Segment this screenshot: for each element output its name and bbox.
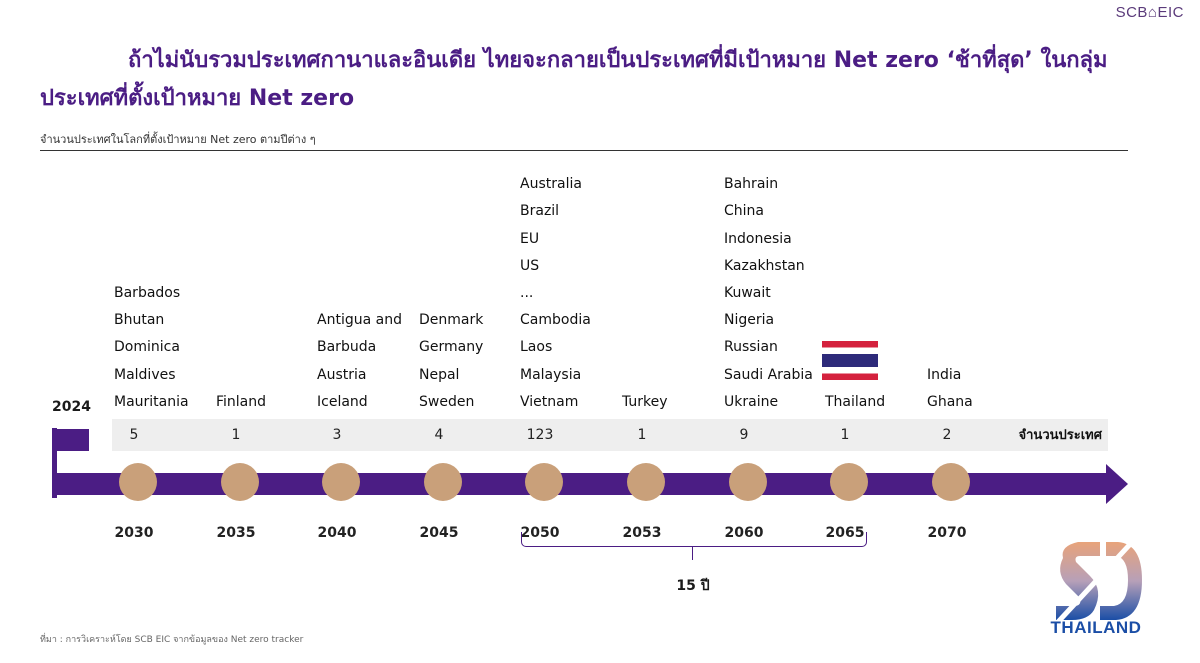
country-label: Russian (724, 339, 778, 356)
country-label: Ghana (927, 393, 973, 410)
logo-text: THAILAND (1050, 618, 1142, 637)
count-caption: จำนวนประเทศ (1018, 428, 1102, 443)
country-label: Cambodia (520, 312, 591, 329)
year-label-2053: 2053 (622, 525, 662, 541)
country-label: Turkey (622, 393, 668, 410)
count-label-2050: 123 (526, 427, 554, 443)
year-label-2030: 2030 (114, 525, 154, 541)
country-label: Sweden (419, 393, 475, 410)
country-label: Vietnam (520, 393, 579, 410)
country-label: Barbuda (317, 339, 377, 356)
country-label: Mauritania (114, 393, 189, 410)
year-label-2035: 2035 (216, 525, 256, 541)
country-label: Barbados (114, 285, 181, 301)
count-label-2030: 5 (129, 427, 139, 443)
country-label: Denmark (419, 312, 484, 329)
year-label-2065: 2065 (825, 525, 865, 541)
count-label-2065: 1 (840, 427, 850, 443)
country-label: Dominica (114, 339, 180, 356)
year-label-2070: 2070 (927, 525, 967, 541)
span-label: 15 ปี (676, 578, 710, 594)
year-label-2060: 2060 (724, 525, 764, 541)
country-label: Saudi Arabia (724, 366, 813, 383)
start-year-label: 2024 (52, 399, 91, 415)
country-label: Germany (419, 339, 484, 356)
milestone-dot-2040 (322, 463, 360, 501)
milestone-dot-2053 (627, 463, 665, 501)
country-label: China (724, 203, 764, 220)
year-label-2045: 2045 (419, 525, 459, 541)
count-label-2070: 2 (942, 427, 952, 443)
milestone-dot-2035 (221, 463, 259, 501)
country-label: EU (520, 230, 540, 247)
country-label: Antigua and (317, 312, 402, 329)
country-label: Iceland (317, 393, 368, 410)
milestone-dot-2045 (424, 463, 462, 501)
milestone-dot-2060 (729, 463, 767, 501)
thailand-flag (822, 341, 878, 380)
country-label: Kuwait (724, 285, 771, 301)
span-bracket (521, 532, 867, 547)
country-label: Kazakhstan (724, 257, 805, 274)
count-band (112, 419, 1108, 451)
count-label-2053: 1 (637, 427, 647, 443)
country-label: Bahrain (724, 176, 779, 193)
brand-logo-text: SCB⌂EIC (1115, 4, 1184, 21)
country-label: Nepal (419, 366, 460, 383)
country-label: Bhutan (114, 312, 165, 329)
page-title: ถ้าไม่นับรวมประเทศกานาและอินเดีย ไทยจะกล… (40, 48, 1108, 111)
sd-thailand-logo (1049, 534, 1142, 626)
milestone-dot-2050 (525, 463, 563, 501)
milestone-dot-2065 (830, 463, 868, 501)
country-label: Ukraine (724, 393, 779, 410)
country-label: Australia (520, 176, 582, 193)
chart-title: จำนวนประเทศในโลกที่ตั้งเป้าหมาย Net zero… (40, 133, 316, 146)
country-label: US (520, 257, 540, 274)
count-label-2035: 1 (231, 427, 241, 443)
span-bracket-tick (692, 546, 693, 560)
country-label: Finland (216, 393, 267, 410)
count-label-2045: 4 (434, 427, 444, 443)
country-label: Nigeria (724, 312, 775, 329)
country-label: Maldives (114, 366, 176, 383)
count-label-2040: 3 (332, 427, 342, 443)
year-label-2050: 2050 (520, 525, 560, 541)
country-label: Laos (520, 339, 553, 356)
timeline-arrow-icon (1106, 464, 1128, 504)
milestone-dot-2030 (119, 463, 157, 501)
country-label: Indonesia (724, 230, 792, 247)
count-label-2060: 9 (739, 427, 749, 443)
country-label: Austria (317, 366, 367, 383)
milestone-dot-2070 (932, 463, 970, 501)
title-divider (40, 150, 1128, 151)
country-label: India (927, 366, 962, 383)
start-flag-icon (57, 429, 89, 451)
country-label: Brazil (520, 203, 560, 220)
year-label-2040: 2040 (317, 525, 357, 541)
source-note: ที่มา : การวิเคราะห์โดย SCB EIC จากข้อมู… (40, 635, 304, 645)
country-label: ... (520, 285, 534, 301)
country-label: Malaysia (520, 366, 582, 383)
country-label: Thailand (825, 393, 886, 410)
start-flag-pole (52, 428, 57, 498)
